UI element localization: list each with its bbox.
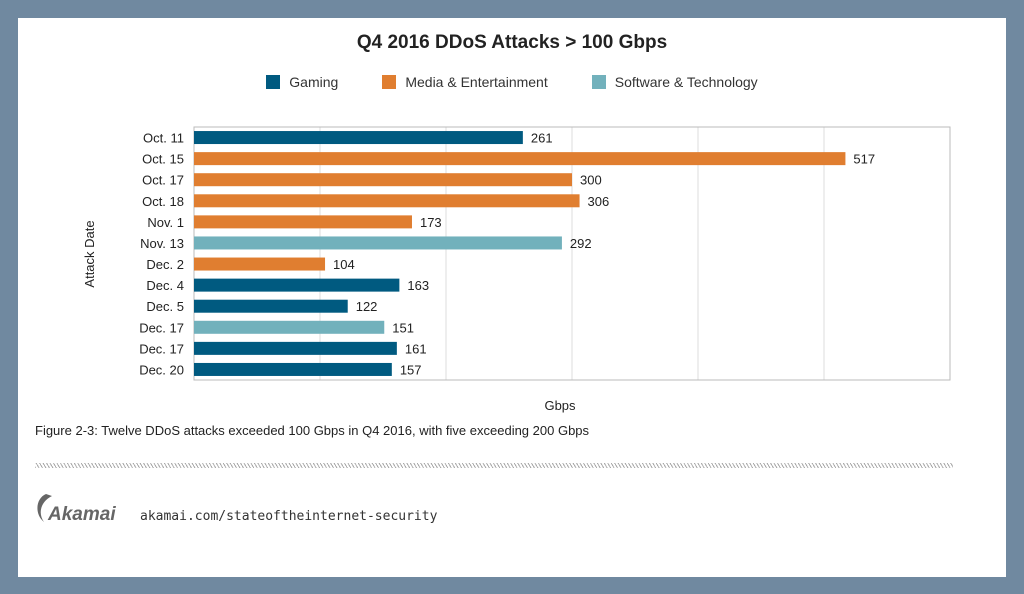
y-tick-label: Oct. 15 bbox=[142, 152, 184, 167]
bar bbox=[194, 152, 846, 166]
bar bbox=[194, 362, 392, 376]
data-label: 261 bbox=[531, 131, 553, 146]
legend-swatch bbox=[382, 75, 397, 89]
legend-item: Media & Entertainment bbox=[382, 74, 548, 90]
y-axis-label: Attack Date bbox=[82, 220, 97, 287]
bar bbox=[194, 278, 400, 292]
data-label: 163 bbox=[407, 278, 429, 293]
data-label: 157 bbox=[400, 362, 422, 377]
divider bbox=[35, 463, 953, 468]
chart-title: Q4 2016 DDoS Attacks > 100 Gbps bbox=[356, 32, 668, 53]
bar bbox=[194, 341, 397, 355]
data-label: 151 bbox=[392, 320, 414, 335]
bar bbox=[194, 257, 326, 271]
bar bbox=[194, 299, 348, 313]
data-label: 122 bbox=[356, 299, 378, 314]
figure-caption: Figure 2-3: Twelve DDoS attacks exceeded… bbox=[35, 423, 590, 438]
data-label: 306 bbox=[588, 194, 610, 209]
legend-item: Gaming bbox=[266, 74, 338, 90]
data-label: 173 bbox=[420, 215, 442, 230]
bar bbox=[194, 194, 580, 208]
y-tick-label: Dec. 17 bbox=[139, 341, 184, 356]
bar bbox=[194, 173, 572, 187]
y-tick-label: Dec. 17 bbox=[139, 320, 184, 335]
legend-label: Media & Entertainment bbox=[405, 74, 548, 90]
footer-url[interactable]: akamai.com/stateoftheinternet-security bbox=[140, 509, 438, 524]
y-tick-label: Dec. 20 bbox=[139, 362, 184, 377]
y-tick-label: Oct. 11 bbox=[143, 131, 184, 146]
y-tick-label: Dec. 4 bbox=[146, 278, 184, 293]
bar bbox=[194, 320, 385, 334]
data-label: 292 bbox=[570, 236, 592, 251]
data-label: 104 bbox=[333, 257, 355, 272]
legend-item: Software & Technology bbox=[591, 74, 758, 90]
data-label: 300 bbox=[580, 173, 602, 188]
legend: Gaming Media & Entertainment Software & Te… bbox=[0, 74, 1024, 90]
bar bbox=[194, 215, 412, 229]
legend-label: Gaming bbox=[289, 74, 339, 90]
akamai-logo: Akamai bbox=[37, 494, 116, 525]
y-tick-label: Dec. 2 bbox=[146, 257, 184, 272]
plot-area bbox=[193, 126, 951, 381]
y-tick-label: Nov. 1 bbox=[147, 215, 184, 230]
legend-swatch bbox=[266, 75, 281, 89]
data-label: 517 bbox=[853, 152, 875, 167]
bar bbox=[194, 236, 562, 250]
y-tick-label: Nov. 13 bbox=[140, 236, 184, 251]
data-label: 161 bbox=[405, 341, 427, 356]
y-tick-label: Dec. 5 bbox=[146, 299, 184, 314]
y-tick-label: Oct. 18 bbox=[142, 194, 184, 209]
bar bbox=[194, 131, 523, 145]
y-tick-label: Oct. 17 bbox=[142, 173, 184, 188]
figure-card bbox=[18, 18, 1006, 577]
legend-swatch bbox=[591, 75, 606, 89]
svg-text:Akamai: Akamai bbox=[47, 504, 116, 525]
legend-label: Software & Technology bbox=[614, 74, 758, 90]
x-axis-label: Gbps bbox=[544, 398, 576, 413]
